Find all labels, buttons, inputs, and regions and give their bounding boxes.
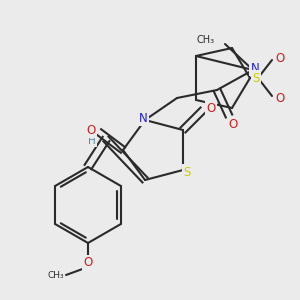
Text: O: O <box>228 118 238 130</box>
Text: CH₃: CH₃ <box>47 271 64 280</box>
Text: N: N <box>139 112 147 124</box>
Text: CH₃: CH₃ <box>197 35 215 45</box>
Text: O: O <box>275 92 285 104</box>
Text: O: O <box>86 124 96 136</box>
Text: N: N <box>250 61 260 74</box>
Text: S: S <box>252 71 260 85</box>
Text: O: O <box>206 101 216 115</box>
Text: S: S <box>183 166 191 178</box>
Text: O: O <box>275 52 285 64</box>
Text: O: O <box>83 256 93 269</box>
Text: H: H <box>88 136 96 146</box>
